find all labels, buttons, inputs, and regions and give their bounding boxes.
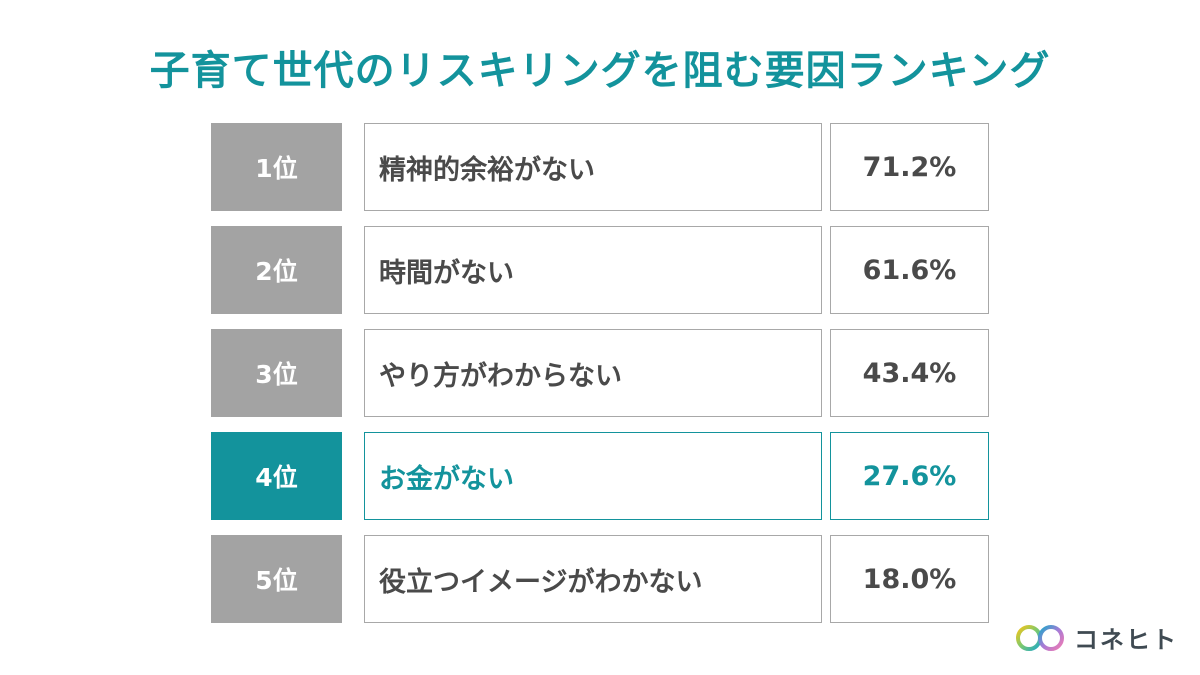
value-cell: 71.2%	[830, 123, 989, 211]
ranking-row-1: 1位 精神的余裕がない 71.2%	[211, 123, 991, 211]
brand-logo: コネヒト	[1014, 620, 1178, 655]
rank-cell: 1位	[211, 123, 342, 211]
ranking-row-5: 5位 役立つイメージがわかない 18.0%	[211, 535, 991, 623]
value-cell: 27.6%	[830, 432, 989, 520]
label-cell: 役立つイメージがわかない	[364, 535, 822, 623]
value-cell: 18.0%	[830, 535, 989, 623]
label-cell: 時間がない	[364, 226, 822, 314]
label-cell: やり方がわからない	[364, 329, 822, 417]
logo-rings-icon	[1016, 624, 1064, 651]
value-cell: 61.6%	[830, 226, 989, 314]
logo-text: コネヒト	[1074, 626, 1178, 654]
rank-cell: 2位	[211, 226, 342, 314]
rank-cell: 5位	[211, 535, 342, 623]
ranking-row-4: 4位 お金がない 27.6%	[211, 432, 991, 520]
ranking-table: 1位 精神的余裕がない 71.2% 2位 時間がない 61.6% 3位 やり方が…	[211, 123, 991, 638]
label-cell: 精神的余裕がない	[364, 123, 822, 211]
label-cell: お金がない	[364, 432, 822, 520]
ranking-row-3: 3位 やり方がわからない 43.4%	[211, 329, 991, 417]
value-cell: 43.4%	[830, 329, 989, 417]
rank-cell: 4位	[211, 432, 342, 520]
chart-title: 子育て世代のリスキリングを阻む要因ランキング	[149, 48, 1051, 94]
rank-cell: 3位	[211, 329, 342, 417]
ranking-row-2: 2位 時間がない 61.6%	[211, 226, 991, 314]
